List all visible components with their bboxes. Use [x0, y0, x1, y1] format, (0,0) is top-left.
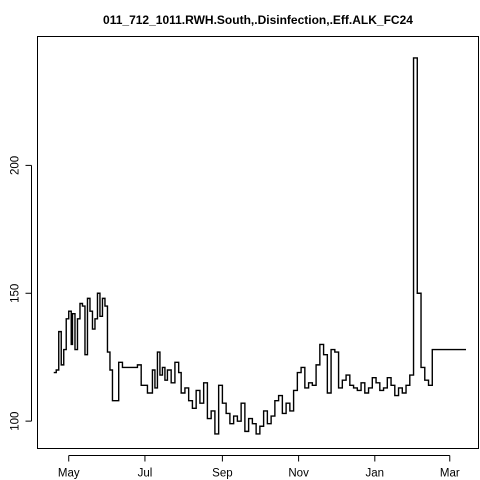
- y-tick-label: 100: [10, 412, 22, 431]
- plot-area-border: [37, 36, 479, 449]
- y-axis: 100 150 200: [10, 156, 32, 431]
- x-tick-label: Jul: [138, 468, 153, 480]
- y-tick-label: 200: [10, 156, 22, 175]
- x-tick-label: Jan: [366, 468, 385, 480]
- series-layer: [53, 57, 467, 435]
- x-tick-label: Sep: [212, 468, 232, 480]
- series-line-0: [53, 57, 467, 435]
- chart-title: 011_712_1011.RWH.South,.Disinfection,.Ef…: [103, 13, 413, 27]
- y-tick-label: 150: [10, 284, 22, 303]
- x-tick-label: Nov: [288, 468, 309, 480]
- x-tick-label: Mar: [440, 468, 460, 480]
- x-axis: May Jul Sep Nov Jan Mar: [58, 455, 460, 480]
- x-tick-label: May: [58, 468, 80, 480]
